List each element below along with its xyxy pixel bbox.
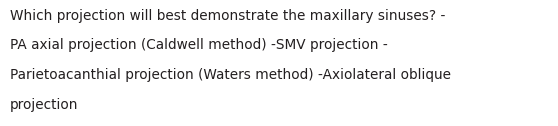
Text: PA axial projection (Caldwell method) -SMV projection -: PA axial projection (Caldwell method) -S… — [10, 38, 388, 52]
Text: Which projection will best demonstrate the maxillary sinuses? -: Which projection will best demonstrate t… — [10, 9, 445, 23]
Text: projection: projection — [10, 98, 79, 112]
Text: Parietoacanthial projection (Waters method) -Axiolateral oblique: Parietoacanthial projection (Waters meth… — [10, 68, 451, 82]
